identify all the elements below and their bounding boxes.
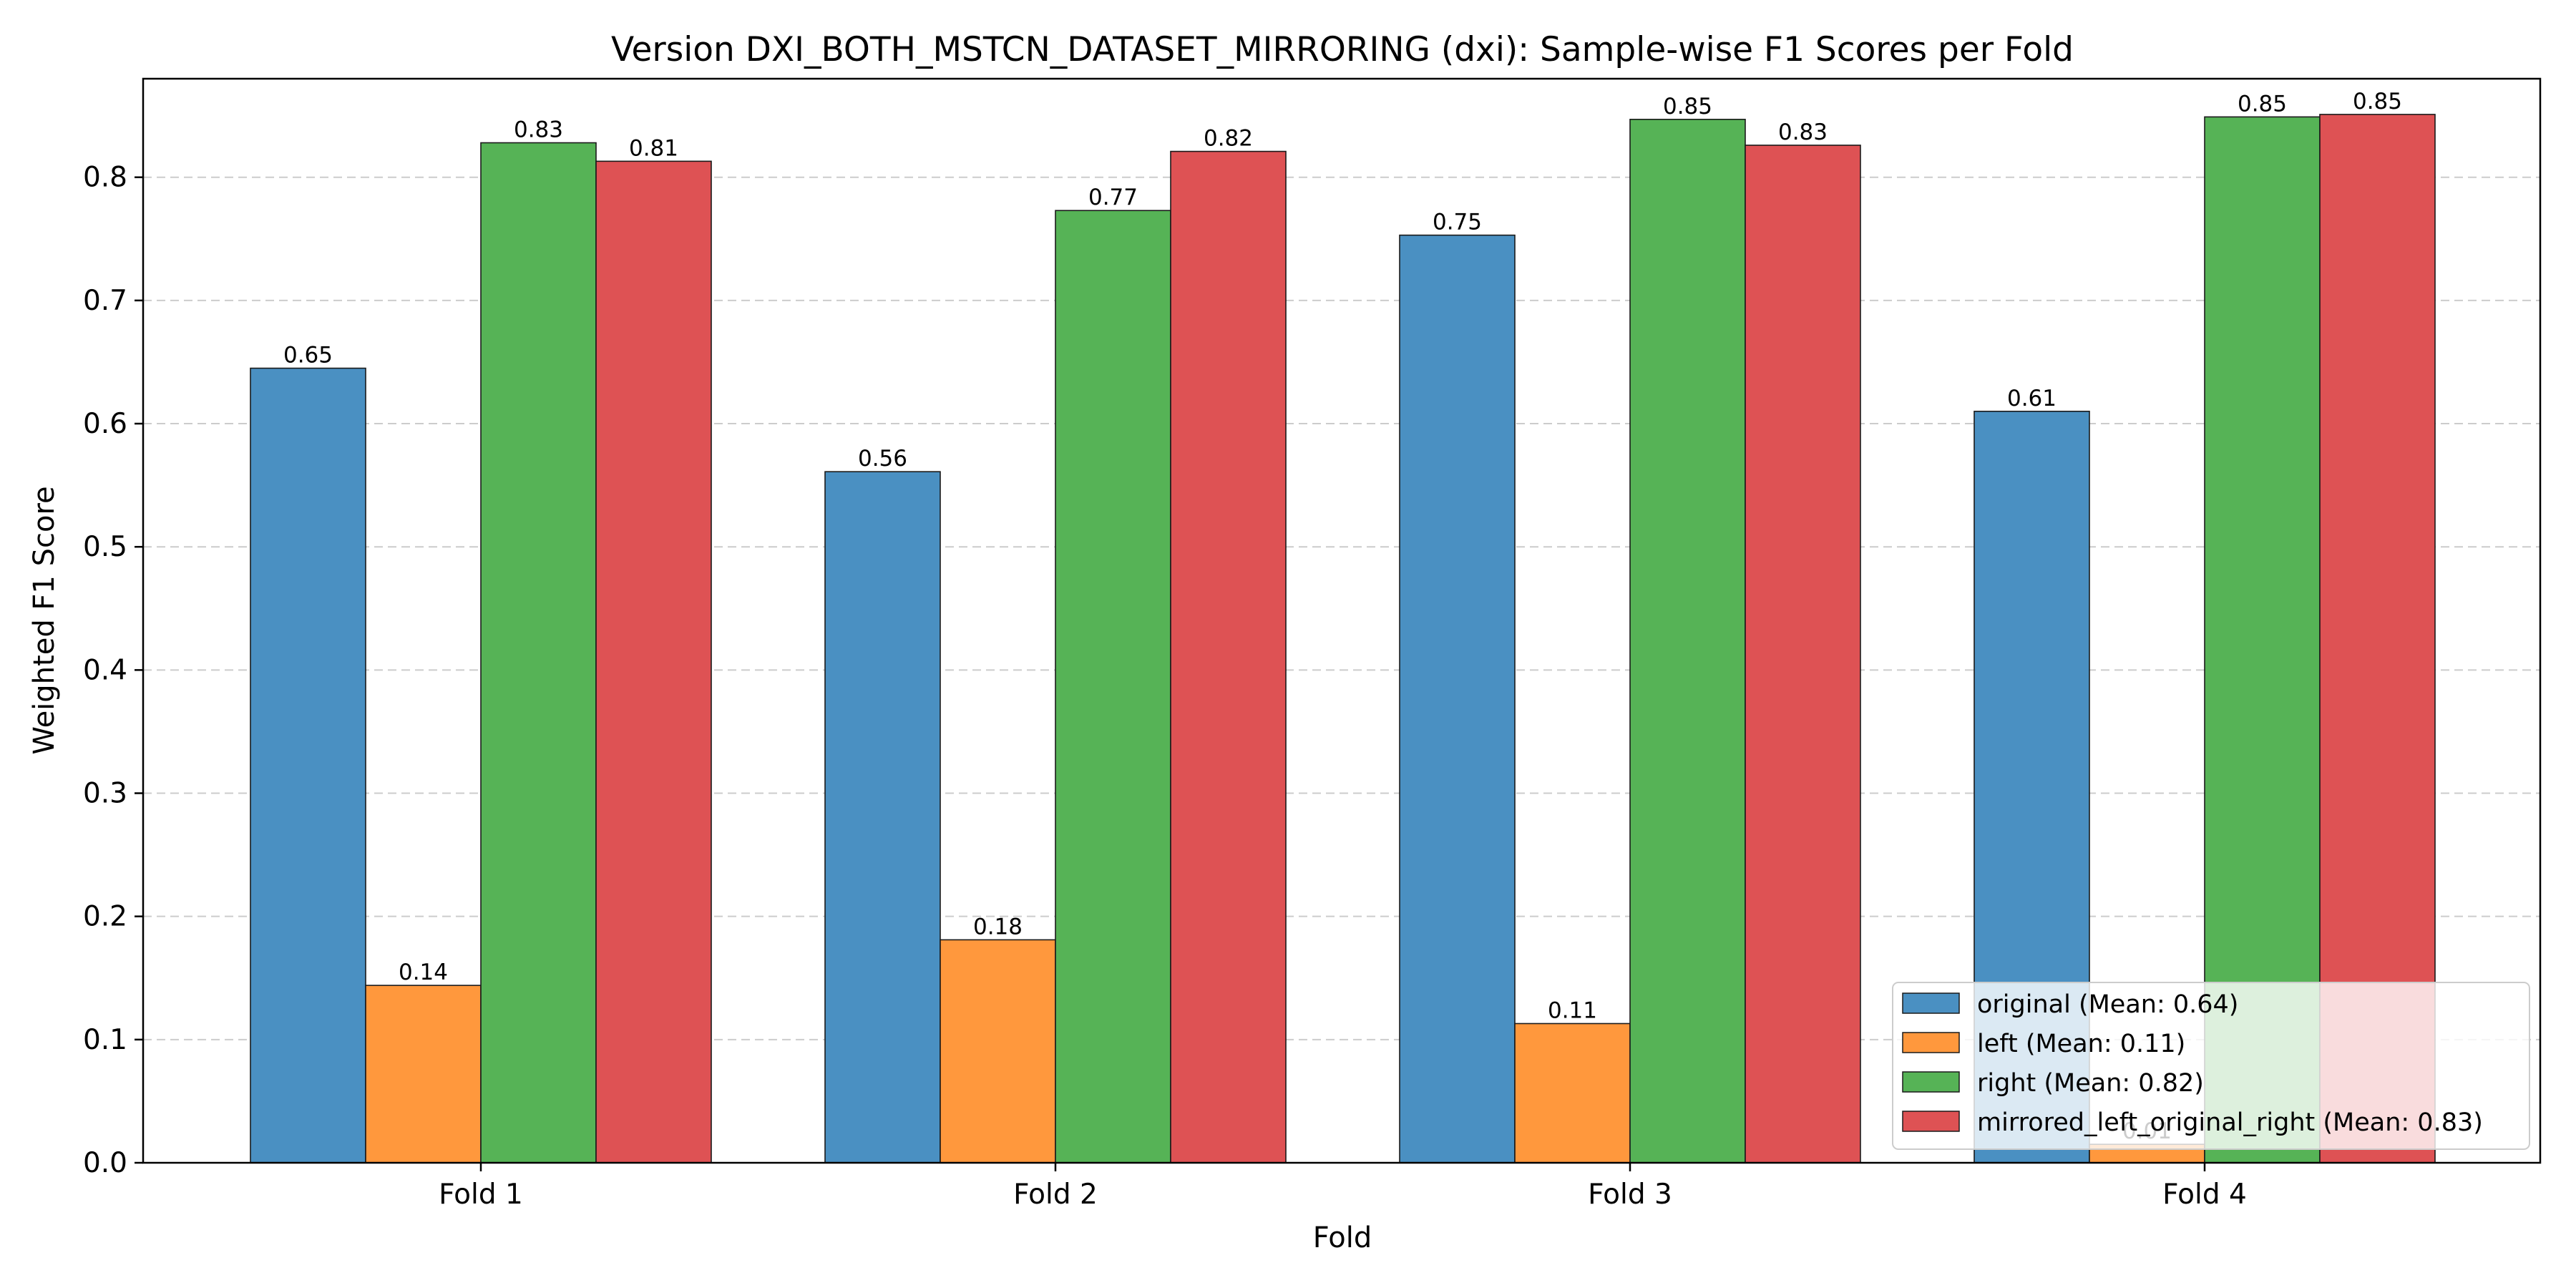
legend-box	[1892, 982, 2530, 1150]
bar-value-label: 0.85	[2238, 91, 2287, 117]
y-tick-label: 0.4	[83, 654, 127, 686]
bar-value-label: 0.83	[1778, 119, 1828, 145]
bar	[1629, 119, 1746, 1163]
legend-entry-label: right (Mean: 0.82)	[1977, 1069, 2204, 1098]
y-tick-label: 0.5	[83, 531, 127, 563]
bars	[250, 114, 2436, 1163]
chart-title: Version DXI_BOTH_MSTCN_DATASET_MIRRORING…	[611, 30, 2074, 69]
legend-swatch	[1902, 1111, 1960, 1132]
x-axis: Fold 1 Fold 2 Fold 3 Fold 4	[439, 1163, 2247, 1211]
y-tick-label: 0.6	[83, 408, 127, 440]
plot-area-frame	[142, 77, 2542, 1164]
bar-value-label: 0.56	[858, 446, 907, 472]
bar	[365, 985, 482, 1163]
bar	[595, 160, 712, 1163]
bar-value-label: 0.77	[1088, 185, 1138, 210]
y-tick-label: 0.3	[83, 778, 127, 810]
bar-value-label: 0.14	[399, 960, 448, 985]
x-tick-label: Fold 1	[439, 1179, 523, 1211]
x-tick-label: Fold 2	[1013, 1179, 1098, 1211]
legend-swatch	[1902, 992, 1960, 1014]
bar-value-label: 0.85	[2353, 89, 2402, 114]
legend: original (Mean: 0.64) left (Mean: 0.11) ri…	[1892, 982, 2530, 1150]
bar	[1170, 150, 1287, 1163]
bar-value-label: 0.18	[973, 914, 1023, 940]
y-axis-title: Weighted F1 Score	[28, 486, 61, 754]
bar-value-label: 0.85	[1663, 94, 1712, 119]
y-tick-label: 0.8	[83, 162, 127, 194]
legend-swatch	[1902, 1071, 1960, 1093]
bar-value-label: 0.11	[1548, 997, 1597, 1023]
x-axis-title: Fold	[1313, 1221, 1372, 1254]
bar	[1514, 1023, 1631, 1163]
y-axis: 0.0 0.1 0.2 0.3 0.4 0.5 0.6 0.7 0.8	[83, 162, 143, 1179]
y-tick-label: 0.2	[83, 901, 127, 933]
bar-value-label: 0.65	[283, 343, 333, 369]
bar	[250, 367, 366, 1163]
legend-entry-label: original (Mean: 0.64)	[1977, 990, 2238, 1019]
bar	[1055, 210, 1171, 1163]
bar-value-label: 0.75	[1433, 210, 1482, 235]
bar	[824, 471, 941, 1163]
bar-value-label: 0.61	[2007, 386, 2057, 411]
bar	[940, 939, 1056, 1163]
legend-swatch	[1902, 1032, 1960, 1053]
bar-value-label: 0.82	[1204, 126, 1253, 152]
y-tick-label: 0.0	[83, 1147, 127, 1179]
bar	[480, 142, 597, 1163]
bar	[1745, 145, 1861, 1163]
x-tick-label: Fold 3	[1588, 1179, 1672, 1211]
bar-value-label: 0.81	[629, 135, 678, 161]
y-tick-label: 0.7	[83, 285, 127, 317]
x-tick-label: Fold 4	[2162, 1179, 2247, 1211]
bar-value-label: 0.83	[514, 117, 563, 143]
bar	[1399, 234, 1516, 1163]
y-tick-label: 0.1	[83, 1024, 127, 1056]
legend-entry-label: left (Mean: 0.11)	[1977, 1030, 2185, 1058]
legend-entry-label: mirrored_left_original_right (Mean: 0.83…	[1977, 1108, 2483, 1137]
